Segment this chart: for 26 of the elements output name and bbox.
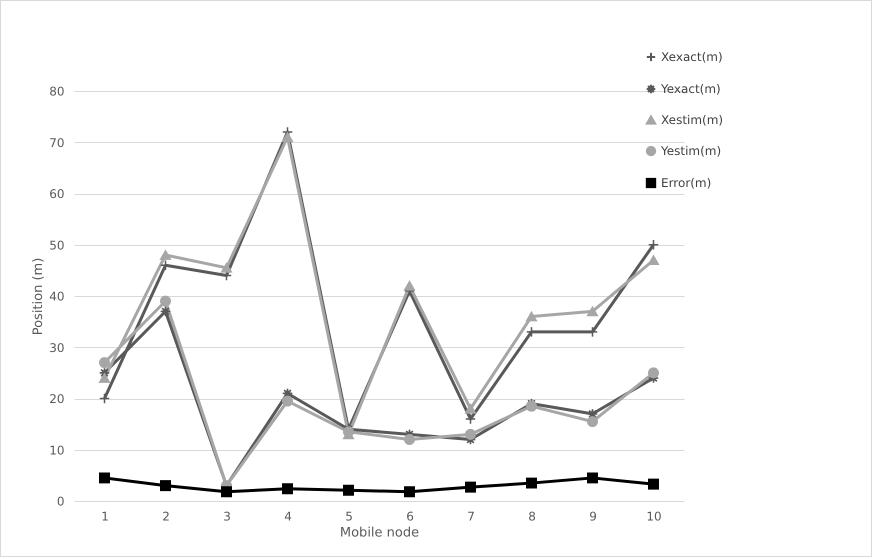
y-tick-label: 80 bbox=[49, 84, 64, 98]
x-tick-label: 4 bbox=[284, 510, 292, 524]
x-tick-label: 9 bbox=[589, 510, 597, 524]
y-tick-label: 70 bbox=[49, 136, 64, 150]
x-tick-label: 7 bbox=[467, 510, 475, 524]
x-tick-label: 5 bbox=[345, 510, 353, 524]
legend-label: Yestim(m) bbox=[660, 144, 722, 158]
x-tick-label: 1 bbox=[101, 510, 109, 524]
y-tick-label: 0 bbox=[56, 494, 64, 508]
x-tick-label: 2 bbox=[162, 510, 170, 524]
y-tick-label: 60 bbox=[49, 187, 64, 201]
x-tick-label: 8 bbox=[528, 510, 536, 524]
y-tick-label: 10 bbox=[49, 443, 64, 458]
x-tick-label: 3 bbox=[223, 510, 231, 524]
x-axis-title: Mobile node bbox=[340, 526, 420, 540]
legend-label: Error(m) bbox=[661, 176, 712, 190]
x-tick-label: 10 bbox=[646, 510, 662, 524]
legend-label: Xexact(m) bbox=[661, 50, 723, 64]
y-tick-label: 40 bbox=[49, 290, 64, 304]
legend-label: Yexact(m) bbox=[660, 82, 721, 96]
x-tick-label: 6 bbox=[406, 510, 414, 524]
legend-label: Xestim(m) bbox=[661, 113, 724, 127]
y-tick-label: 30 bbox=[49, 340, 64, 355]
y-tick-label: 50 bbox=[49, 238, 64, 252]
y-axis-title: Position (m) bbox=[31, 258, 46, 336]
y-tick-label: 20 bbox=[49, 392, 64, 406]
